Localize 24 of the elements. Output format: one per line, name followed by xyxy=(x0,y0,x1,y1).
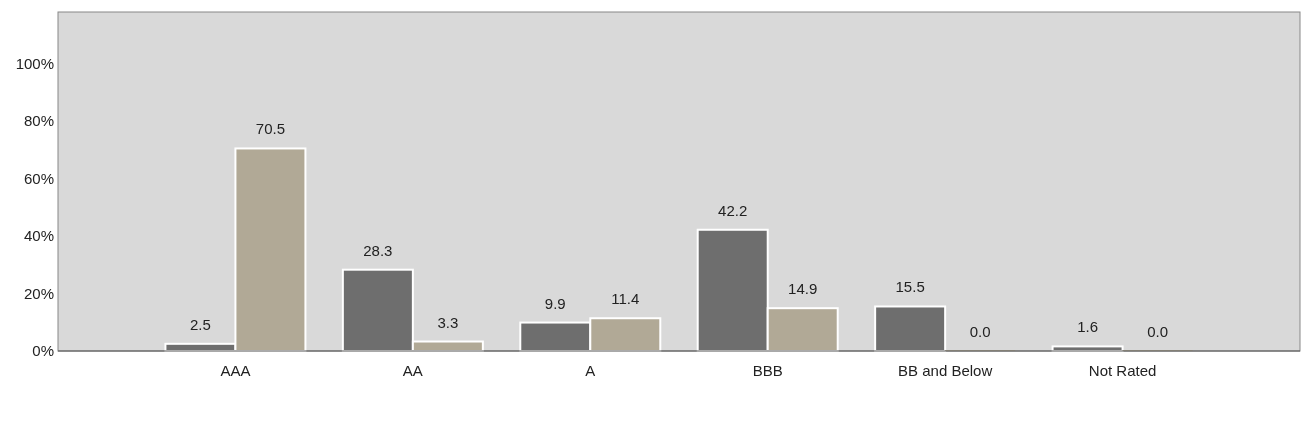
y-tick-label: 60% xyxy=(23,169,54,187)
x-tick-label: Not Rated xyxy=(1088,362,1157,379)
data-label: 11.4 xyxy=(611,290,640,308)
data-label: 9.9 xyxy=(544,294,566,312)
x-tick-label: BB and Below xyxy=(898,362,993,379)
data-label: 15.5 xyxy=(895,278,925,296)
x-tick-label: A xyxy=(585,362,596,379)
data-label: 2.5 xyxy=(190,315,211,333)
x-tick-label: AAA xyxy=(220,362,251,379)
x-tick-label: AA xyxy=(402,362,423,379)
data-label: 70.5 xyxy=(255,120,286,138)
data-label: 14.9 xyxy=(788,280,818,298)
data-label: 1.6 xyxy=(1077,318,1098,336)
y-tick-label: 0% xyxy=(32,342,54,359)
data-label: 0.0 xyxy=(969,323,991,340)
data-label: 3.3 xyxy=(437,313,459,331)
x-tick-label: BBB xyxy=(752,362,783,379)
y-tick-label: 80% xyxy=(23,112,54,130)
y-tick-label: 40% xyxy=(23,227,54,245)
data-label: 0.0 xyxy=(1147,323,1168,340)
y-tick-label: 20% xyxy=(23,284,54,302)
data-label: 42.2 xyxy=(718,201,748,219)
data-label: 28.3 xyxy=(363,241,393,259)
y-tick-label: 100% xyxy=(15,54,54,72)
